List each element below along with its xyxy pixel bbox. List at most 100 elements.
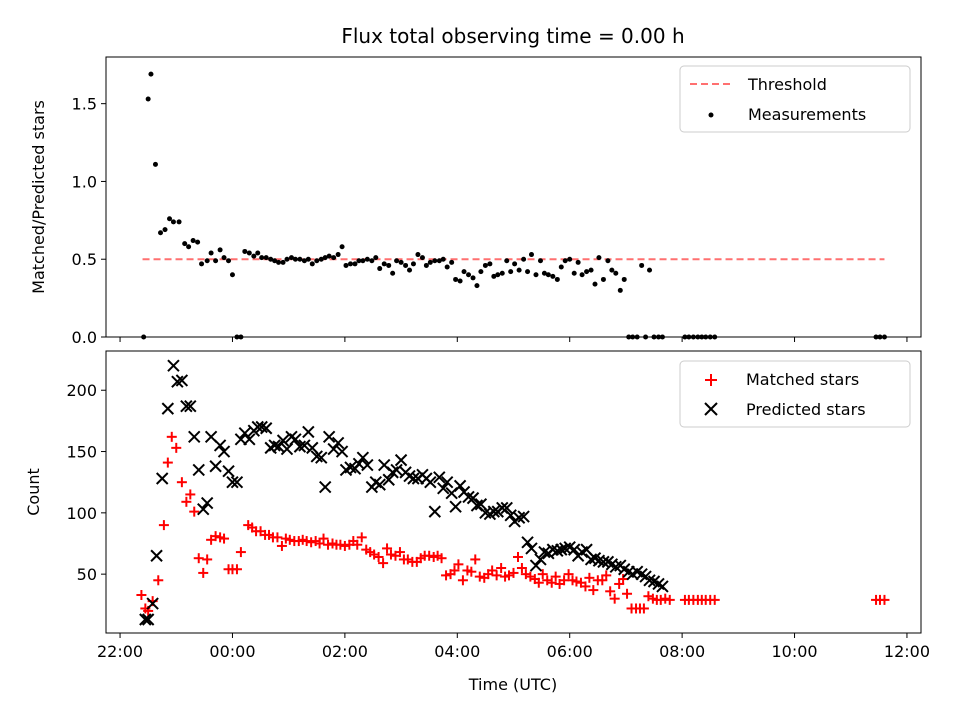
x-tick-label: 02:00: [322, 642, 368, 661]
matched-stars-point: [185, 489, 196, 500]
measurements-point: [199, 261, 205, 267]
matched-stars-point: [601, 570, 612, 581]
measurements-point: [584, 269, 590, 275]
matched-stars-point: [136, 589, 147, 600]
measurements-point: [647, 267, 653, 273]
matched-stars-point: [306, 537, 317, 548]
predicted-stars-point: [529, 559, 543, 572]
predicted-stars-point: [331, 436, 345, 450]
measurements-point: [213, 258, 219, 264]
matched-stars-point: [655, 594, 666, 605]
predicted-stars-point: [428, 505, 442, 518]
measurements-point: [394, 258, 400, 264]
x-tick-label: 12:00: [884, 642, 930, 661]
measurements-point: [453, 276, 459, 282]
matched-stars-point: [609, 593, 620, 604]
y-tick-label: 1.0: [72, 172, 97, 191]
measurements-point: [288, 255, 294, 261]
measurements-point: [297, 256, 303, 262]
measurements-point: [521, 256, 527, 262]
predicted-stars-point: [200, 496, 214, 510]
matched-stars-point: [546, 577, 557, 588]
predicted-stars-point: [453, 479, 467, 493]
bottom-y-ticks: 50 100 150 200: [66, 381, 106, 584]
measurements-point: [474, 283, 480, 289]
x-tick-label: 04:00: [434, 642, 480, 661]
matched-stars-point: [709, 594, 720, 605]
predicted-stars-point: [171, 375, 184, 388]
measurements-point: [415, 252, 421, 258]
measurements-point: [499, 270, 505, 276]
measurements-point: [331, 255, 337, 261]
y-tick-label: 0.5: [72, 250, 97, 269]
matched-stars-point: [580, 581, 591, 592]
x-tick-label: 08:00: [659, 642, 705, 661]
predicted-stars-point: [500, 501, 513, 515]
measurements-point: [348, 261, 353, 267]
measurements-point: [613, 270, 619, 276]
predicted-stars-point: [180, 399, 193, 413]
matched-stars-point: [571, 576, 582, 587]
measurements-point: [326, 253, 332, 259]
matched-stars-point: [373, 551, 384, 562]
measurements-point: [390, 270, 396, 276]
matched-stars-point: [436, 553, 447, 564]
measurements-point: [419, 255, 425, 261]
predicted-stars-point: [551, 544, 564, 558]
predicted-stars-point: [382, 473, 395, 486]
top-panel: 0.0 0.5 1.0 1.5 Matched/Predicted stars Thr…: [29, 56, 922, 347]
measurements-point: [242, 248, 248, 254]
measurements-point: [152, 161, 158, 167]
matched-stars-point: [382, 543, 393, 554]
measurements-point: [182, 241, 188, 247]
predicted-stars-point: [139, 613, 152, 626]
predicted-stars-point: [361, 458, 374, 472]
matched-stars-point: [664, 594, 675, 605]
matched-legend-label: Matched stars: [746, 370, 859, 389]
measurements-point: [461, 269, 467, 275]
matched-stars-point: [879, 594, 890, 605]
measurements-legend-swatch: [708, 112, 714, 118]
measurements-point: [444, 264, 450, 270]
predicted-stars-point: [197, 502, 210, 516]
matched-stars-point: [385, 549, 396, 560]
measurements-point: [449, 259, 455, 265]
matched-stars-point: [202, 554, 213, 565]
measurements-point: [508, 269, 514, 275]
predicted-stars-point: [534, 553, 547, 566]
measurements-point: [516, 267, 522, 273]
predicted-stars-point: [188, 430, 201, 444]
predicted-stars-point: [259, 422, 273, 435]
matched-stars-point: [559, 575, 570, 586]
measurements-point: [470, 275, 476, 281]
measurements-point: [407, 267, 413, 273]
measurements-point: [386, 262, 392, 268]
measurements-point: [280, 259, 286, 265]
top-legend: Threshold Measurements: [679, 65, 911, 133]
predicted-stars-point: [146, 597, 159, 610]
matched-stars-point: [189, 506, 200, 517]
bottom-legend-box: [679, 360, 911, 428]
predicted-stars-point: [276, 434, 290, 447]
measurements-point: [284, 256, 290, 262]
predicted-stars-point: [407, 472, 420, 485]
measurements-point: [263, 255, 269, 261]
measurements-point: [176, 219, 182, 225]
top-legend-box: [679, 65, 911, 133]
measurements-point: [512, 261, 518, 267]
measurements-point: [528, 252, 534, 258]
predicted-stars-point: [643, 574, 656, 587]
predicted-stars-point: [184, 399, 197, 413]
y-tick-label: 50: [77, 565, 97, 584]
measurements-point: [335, 252, 341, 258]
matched-stars-point: [339, 540, 350, 551]
measurements-point: [251, 253, 257, 259]
top-y-ticks: 0.0 0.5 1.0 1.5: [72, 95, 106, 347]
top-y-axis-label: Matched/Predicted stars: [29, 100, 48, 294]
matched-stars-point: [533, 577, 544, 588]
measurements-point: [621, 276, 627, 282]
measurements-point: [533, 272, 539, 278]
y-tick-label: 150: [66, 443, 97, 462]
measurements-point: [596, 255, 602, 261]
